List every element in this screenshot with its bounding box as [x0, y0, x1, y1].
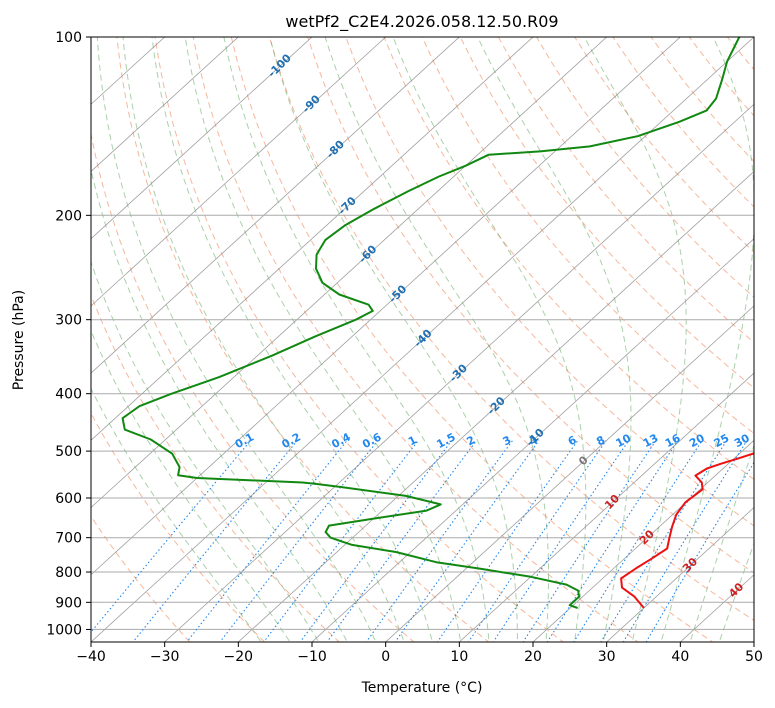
isotherm-line — [91, 37, 313, 240]
isotherm-line — [311, 238, 754, 642]
dry-adiabat — [307, 37, 754, 574]
pressure-gridlines — [91, 37, 754, 630]
dry-adiabat — [536, 37, 754, 298]
y-tick-label: 500 — [55, 444, 82, 460]
y-axis-ticks: 100 200 300 400 500 600 700 800 900 1000 — [46, 30, 91, 638]
y-tick-label: 700 — [55, 531, 82, 547]
isotherm-line — [163, 103, 754, 642]
mixing-ratio-line — [91, 440, 252, 633]
isotherm-line — [91, 37, 387, 307]
moist-adiabats — [91, 37, 754, 642]
mixing-ratio-line — [645, 461, 754, 642]
y-tick-label: 400 — [55, 387, 82, 403]
dry-adiabat — [497, 37, 754, 344]
isotherm-line — [91, 37, 239, 172]
dry-adiabat — [154, 37, 565, 642]
y-tick-label: 900 — [55, 595, 82, 611]
dry-adiabats — [91, 37, 754, 642]
x-tick-label: −40 — [76, 649, 106, 665]
mixing-ratio-line — [365, 440, 513, 642]
isotherm-line — [91, 37, 681, 576]
y-tick-label: 200 — [55, 208, 82, 224]
mixing-ratio-label: 25 — [712, 431, 732, 450]
mixing-ratio-line — [394, 440, 540, 642]
x-tick-label: 30 — [598, 649, 616, 665]
dry-adiabat — [459, 37, 754, 389]
moist-adiabat — [184, 37, 462, 642]
dry-adiabat — [421, 37, 754, 435]
moist-adiabat — [324, 37, 549, 642]
isotherm-line — [91, 37, 460, 374]
mixing-ratio-label: 16 — [663, 431, 683, 450]
y-tick-label: 100 — [55, 30, 82, 46]
mixing-ratio-line — [436, 440, 579, 642]
mixing-ratio-line — [299, 440, 453, 642]
moist-adiabat — [269, 37, 518, 642]
moist-adiabat — [151, 37, 433, 642]
x-axis-ticks: −40 −30 −20 −10 0 10 20 30 40 50 — [76, 642, 763, 665]
x-tick-label: −20 — [224, 649, 254, 665]
moist-adiabat — [660, 37, 754, 642]
plot-frame — [90, 36, 755, 643]
dry-adiabat — [91, 293, 340, 642]
moist-adiabat — [122, 37, 405, 642]
isotherm-line — [91, 37, 754, 642]
mixing-ratio-line — [492, 440, 630, 642]
chart-title: wetPf2_C2E4.2026.058.12.50.R09 — [285, 12, 558, 32]
moist-adiabat — [689, 443, 754, 642]
moist-adiabat — [392, 37, 587, 642]
y-axis-label: Pressure (hPa) — [11, 290, 27, 390]
isotherm-line — [91, 37, 534, 441]
mixing-ratio-line — [132, 440, 298, 642]
moist-adiabat — [718, 542, 754, 642]
moist-adiabat — [583, 37, 687, 642]
x-tick-label: −30 — [150, 649, 180, 665]
isotherm-line — [532, 439, 754, 642]
y-tick-label: 800 — [55, 565, 82, 581]
dewpoint-profile — [121, 37, 741, 609]
mixing-ratio-line — [600, 440, 728, 642]
x-tick-label: −10 — [297, 649, 327, 665]
moist-adiabat — [91, 387, 262, 642]
dry-adiabat — [192, 37, 639, 642]
profiles — [121, 37, 754, 609]
mixing-ratio-line — [263, 440, 419, 642]
x-axis-label: Temperature (°C) — [361, 680, 483, 696]
y-tick-label: 1000 — [46, 622, 82, 638]
x-tick-label: 40 — [671, 649, 689, 665]
temperature-profile — [620, 452, 754, 609]
mixing-ratio-line — [186, 440, 348, 642]
mixing-ratio-label: 20 — [687, 431, 707, 450]
mixing-ratio-line — [622, 440, 748, 642]
x-tick-label: 0 — [381, 649, 390, 665]
y-tick-label: 600 — [55, 491, 82, 507]
skewed-isotherms — [91, 37, 754, 642]
isotherm-line — [384, 305, 754, 642]
x-tick-label: 10 — [450, 649, 468, 665]
dry-adiabat — [268, 37, 754, 622]
moist-adiabat — [477, 37, 632, 642]
dry-adiabat — [116, 37, 490, 642]
x-tick-label: 50 — [745, 649, 763, 665]
mixing-ratio-lines — [91, 440, 754, 642]
x-tick-label: 20 — [524, 649, 542, 665]
isotherm-line — [605, 506, 754, 642]
y-tick-label: 300 — [55, 313, 82, 329]
moist-adiabat — [96, 37, 377, 642]
dry-adiabat — [230, 37, 714, 642]
isotherm-line — [91, 37, 608, 509]
moist-adiabat — [223, 37, 490, 642]
mixing-ratio-label: 10 — [614, 431, 634, 450]
mixing-ratio-line — [467, 440, 607, 642]
isotherm-line — [458, 372, 754, 642]
mixing-ratio-label: 13 — [641, 431, 661, 450]
moist-adiabat — [91, 329, 291, 642]
dry-adiabat — [91, 131, 415, 642]
mixing-ratio-label: 30 — [732, 431, 752, 450]
mixing-ratio-line — [573, 440, 703, 642]
